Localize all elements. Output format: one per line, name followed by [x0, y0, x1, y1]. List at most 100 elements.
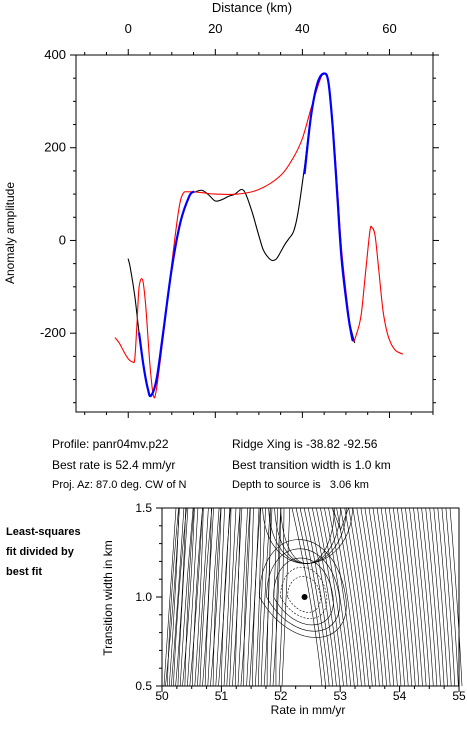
profile-y-axis-title: Anomaly amplitude	[3, 182, 17, 284]
contour-line	[273, 557, 334, 626]
misfit-x-tick-label: 55	[452, 689, 466, 703]
contour-line	[210, 507, 222, 687]
contour-line	[272, 507, 282, 687]
contour-line	[307, 507, 337, 687]
contour-line	[246, 507, 254, 687]
misfit-y-tick-label: 0.5	[135, 679, 152, 693]
contour-line	[384, 507, 405, 687]
misfit-note-line: best fit	[6, 566, 43, 578]
contour-line	[316, 507, 344, 687]
contour-line	[449, 507, 463, 687]
contour-line	[417, 507, 434, 687]
contour-line	[263, 507, 271, 687]
misfit-x-tick-label: 54	[393, 689, 407, 703]
contour-line	[257, 507, 266, 687]
contour-line	[421, 507, 438, 687]
contour-line	[192, 507, 203, 687]
contour-line	[260, 507, 271, 687]
contour-line	[212, 507, 222, 687]
contour-line	[221, 507, 231, 687]
misfit-contour-chart: 50 51 52 53 54 55 0.5 1.0 1.5 Rate in mm/yr Tra…	[101, 501, 466, 717]
contour-line	[312, 507, 341, 687]
contour-line	[445, 507, 459, 687]
misfit-x-axis-ticks: 50 51 52 53 54 55	[155, 686, 466, 703]
contour-line	[295, 507, 326, 687]
contour-line	[194, 507, 204, 687]
contour-line	[413, 507, 430, 687]
contour-line	[182, 507, 195, 687]
contour-line	[429, 507, 445, 687]
x-tick-label: 60	[382, 21, 396, 36]
contour-line	[167, 507, 179, 687]
contour-line	[226, 507, 237, 687]
contour-line	[425, 507, 441, 687]
contour-line	[332, 507, 359, 687]
source-depth-text: Depth to source is 3.06 km	[232, 479, 369, 491]
misfit-note-line: Least-squares	[6, 526, 81, 538]
contour-line	[372, 507, 395, 687]
contour-line	[303, 507, 334, 687]
contour-line	[179, 507, 194, 687]
y-tick-label: 0	[59, 232, 66, 247]
contour-line	[173, 507, 187, 687]
contour-line	[223, 507, 232, 687]
best-transition-width-text: Best transition width is 1.0 km	[232, 458, 391, 472]
contour-line	[348, 507, 373, 687]
contour-line	[266, 548, 341, 632]
contour-line	[187, 507, 199, 687]
contour-line	[234, 507, 243, 687]
contour-line	[299, 507, 330, 687]
contour-line	[163, 507, 177, 687]
y-tick-label: 400	[44, 47, 66, 62]
contour-line	[165, 507, 180, 687]
contour-line	[380, 507, 402, 687]
contour-line	[215, 507, 225, 687]
contour-line	[320, 507, 348, 687]
contour-line	[352, 507, 377, 687]
contour-line	[433, 507, 448, 687]
profile-x-axis-title: Distance (km)	[212, 0, 292, 15]
contour-line	[168, 507, 180, 687]
contour-line	[328, 507, 355, 687]
contour-line	[340, 507, 366, 687]
y-tick-label: -200	[40, 325, 66, 340]
contour-line	[364, 507, 387, 687]
x-tick-label: 20	[208, 21, 222, 36]
contour-line	[189, 507, 203, 687]
contour-line	[199, 507, 213, 687]
y-tick-label: 200	[44, 140, 66, 155]
misfit-x-tick-label: 53	[334, 689, 348, 703]
contour-line	[401, 507, 420, 687]
contour-line	[207, 507, 220, 687]
projection-azimuth-text: Proj. Az: 87.0 deg. CW of N	[52, 479, 187, 491]
contour-line	[360, 507, 384, 687]
x-tick-label: 40	[295, 21, 309, 36]
contour-line	[397, 507, 416, 687]
contour-line	[287, 576, 321, 613]
misfit-x-tick-label: 51	[215, 689, 229, 703]
contour-line	[405, 507, 423, 687]
misfit-y-axis-title: Transition width in km	[101, 540, 115, 656]
contour-line	[324, 507, 351, 687]
series-line-fit	[138, 190, 195, 398]
contour-line	[275, 507, 282, 687]
ridge-crossing-text: Ridge Xing is -38.82 -92.56	[232, 437, 378, 451]
profile-chart: 0 20 40 60 -200 0 200 400 Distance (km) Anomal…	[3, 0, 439, 418]
contour-line	[388, 507, 409, 687]
contour-line	[243, 507, 251, 687]
misfit-x-tick-label: 52	[274, 689, 288, 703]
contour-line	[177, 507, 189, 687]
contour-line	[437, 507, 452, 687]
contour-line	[262, 507, 353, 564]
series-line-fit	[303, 72, 354, 342]
contour-line	[237, 507, 248, 687]
series-line-model	[114, 72, 404, 399]
contour-line	[184, 507, 195, 687]
profile-y-axis-ticks: -200 0 200 400	[40, 47, 439, 404]
contour-line	[269, 507, 278, 687]
best-fit-marker	[301, 594, 308, 600]
contour-line	[441, 507, 456, 687]
contour-line	[197, 507, 209, 687]
contour-line	[336, 507, 362, 687]
